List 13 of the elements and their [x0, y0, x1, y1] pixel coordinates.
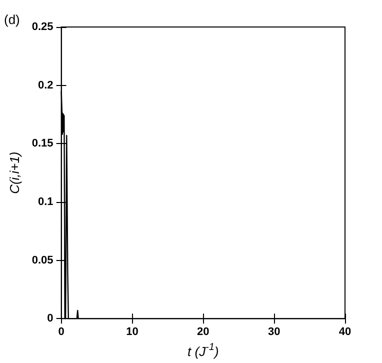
x-tick-label: 10	[126, 326, 138, 338]
y-tick-label: 0.2	[38, 79, 54, 92]
y-tick-label: 0.1	[38, 196, 54, 208]
text: (d)	[4, 12, 20, 27]
x-tick-label: 0	[58, 326, 64, 338]
y-tick-label: 0.15	[32, 138, 54, 150]
y-axis-title: C(i,i+1)	[7, 152, 22, 194]
y-tick-label: 0.05	[32, 254, 54, 266]
x-tick-label: 30	[268, 326, 280, 338]
y-tick-label: 0.25	[32, 21, 54, 33]
x-tick-label: 40	[338, 326, 352, 338]
y-tick-label: 0	[47, 312, 54, 325]
x-tick-label: 20	[197, 326, 210, 338]
